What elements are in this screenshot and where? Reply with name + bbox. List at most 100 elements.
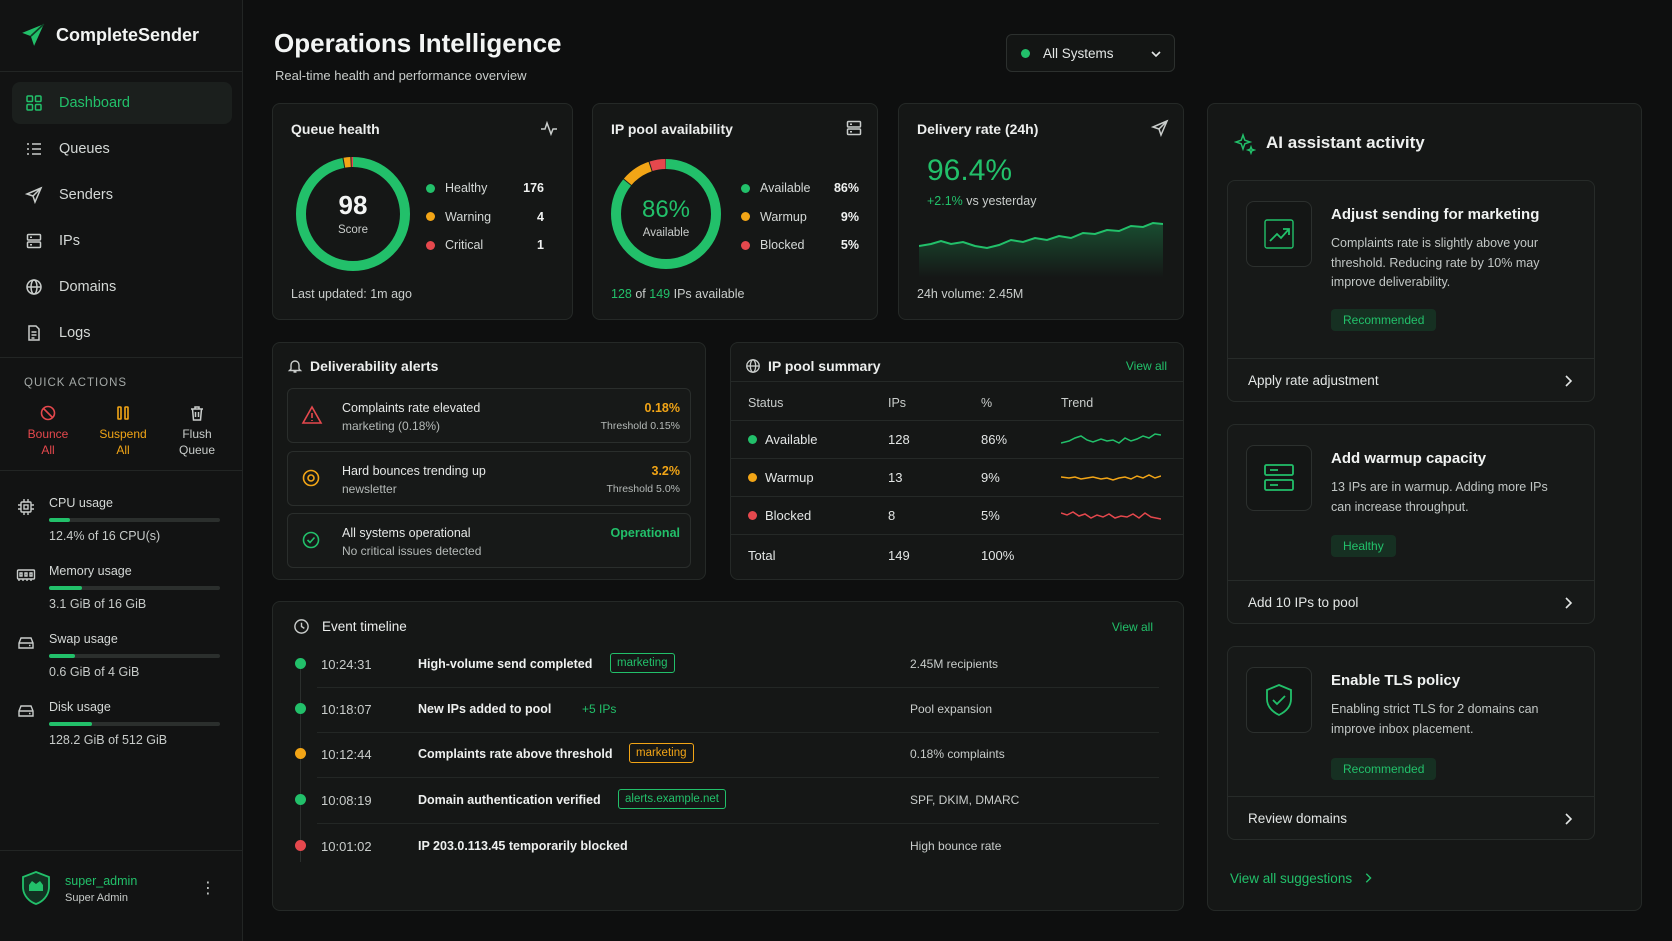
- nav-item-domains[interactable]: Domains: [12, 266, 232, 308]
- nav-item-senders[interactable]: Senders: [12, 174, 232, 216]
- view-all-suggestions-link[interactable]: View all suggestions: [1230, 871, 1374, 886]
- nav-label: Queues: [59, 141, 110, 157]
- alert-value: 3.2%: [651, 464, 681, 478]
- server-icon: [26, 233, 42, 249]
- row-status-label: Warmup: [765, 470, 814, 485]
- legend-warning: Warning 4: [426, 203, 544, 232]
- delivery-sparkline: [919, 221, 1163, 278]
- score-value: 98: [339, 190, 368, 220]
- alert-subtitle: newsletter: [342, 482, 397, 496]
- suggestion-title: Adjust sending for marketing: [1331, 206, 1540, 223]
- globe-icon: [26, 279, 42, 295]
- row-ips: 128: [888, 432, 910, 447]
- shield-check-icon: [1266, 684, 1292, 717]
- chevron-right-icon: [1565, 375, 1573, 387]
- trend-sparkline: [1061, 433, 1161, 444]
- ip-availability-donut: 86% Available: [611, 159, 721, 269]
- bounce-all-button[interactable]: Bounce All: [11, 404, 85, 458]
- legend-dot: [741, 212, 750, 222]
- quick-actions-title: QUICK ACTIONS: [24, 377, 128, 389]
- legend-available: Available 86%: [741, 174, 859, 203]
- event-tag: marketing: [610, 653, 675, 673]
- apply-rate-adjustment-button[interactable]: Apply rate adjustment: [1228, 358, 1594, 401]
- ip-pool-availability-card: IP pool availability 86% Available Avail…: [592, 103, 878, 320]
- system-select[interactable]: All Systems: [1006, 34, 1175, 72]
- table-row[interactable]: Blocked 8 5%: [731, 496, 1183, 533]
- nav-item-dashboard[interactable]: Dashboard: [12, 82, 232, 124]
- brand[interactable]: CompleteSender: [20, 22, 199, 48]
- legend-value: 86%: [833, 181, 859, 196]
- nav-label: IPs: [59, 233, 80, 249]
- ips-available-count: 128: [611, 287, 632, 301]
- sparkles-icon: [1234, 133, 1256, 155]
- legend-dot: [426, 240, 435, 250]
- chevron-right-icon: [1365, 873, 1372, 883]
- memory-bar-fill: [49, 586, 83, 590]
- suspend-label-2: All: [116, 443, 130, 457]
- event-dot: [295, 748, 306, 759]
- total-ips: 149: [888, 548, 910, 563]
- review-domains-button[interactable]: Review domains: [1228, 796, 1594, 839]
- pause-icon: [117, 406, 129, 420]
- swap-label: Swap usage: [49, 632, 118, 646]
- nav-item-queues[interactable]: Queues: [12, 128, 232, 170]
- swap-value: 0.6 GiB of 4 GiB: [49, 665, 140, 679]
- suspend-label-1: Suspend: [99, 427, 147, 441]
- swap-icon: [18, 637, 34, 649]
- event-dot: [295, 794, 306, 805]
- deliverability-alerts-card: Deliverability alerts Complaints rate el…: [272, 342, 706, 580]
- chevron-down-icon: [1151, 51, 1161, 58]
- flush-queue-button[interactable]: Flush Queue: [160, 404, 234, 458]
- cpu-label: CPU usage: [49, 496, 113, 510]
- alert-threshold: Threshold 0.15%: [600, 420, 680, 432]
- table-row[interactable]: Warmup 13 9%: [731, 458, 1183, 495]
- legend-value: 5%: [840, 238, 859, 253]
- ip-legend: Available 86% Warmup 9% Blocked 5%: [741, 174, 859, 260]
- total-label: Total: [748, 548, 776, 563]
- timeline-event[interactable]: 10:08:19 Domain authentication verified …: [273, 780, 1173, 824]
- disk-bar: [49, 722, 220, 726]
- globe-icon: [746, 359, 760, 373]
- view-all-link[interactable]: View all: [1125, 359, 1167, 373]
- suggestion-text: 13 IPs are in warmup. Adding more IPs ca…: [1331, 480, 1548, 514]
- available-percent: 86%: [642, 196, 690, 223]
- available-label: Available: [643, 227, 689, 239]
- timeline-event[interactable]: 10:18:07 New IPs added to pool +5 IPs Po…: [273, 689, 1173, 733]
- more-vertical-icon[interactable]: ⋮: [200, 880, 216, 897]
- table-row[interactable]: Available 128 86%: [731, 420, 1183, 457]
- alert-circle-icon: [302, 469, 320, 487]
- server-icon: [846, 120, 862, 136]
- timeline-event[interactable]: 10:24:31 High-volume send completed mark…: [273, 644, 1173, 688]
- row-status: Warmup: [748, 470, 814, 485]
- suggestion-card: Add warmup capacity 13 IPs are in warmup…: [1227, 424, 1595, 624]
- system-select-value: All Systems: [1043, 45, 1114, 61]
- event-time: 10:24:31: [321, 657, 372, 672]
- event-tag: +5 IPs: [582, 702, 617, 716]
- timeline-event[interactable]: 10:12:44 Complaints rate above threshold…: [273, 734, 1173, 778]
- event-time: 10:01:02: [321, 839, 372, 854]
- nav-item-ips[interactable]: IPs: [12, 220, 232, 262]
- user-profile[interactable]: super_admin Super Admin ⋮: [20, 868, 220, 912]
- cpu-icon: [18, 499, 34, 515]
- nav-label: Senders: [59, 187, 114, 203]
- suspend-all-button[interactable]: Suspend All: [86, 404, 160, 458]
- alert-item[interactable]: All systems operational No critical issu…: [287, 513, 691, 568]
- suggestion-card: Enable TLS policy Enabling strict TLS fo…: [1227, 646, 1595, 840]
- disk-icon: [18, 705, 34, 717]
- timeline-line: [300, 662, 301, 862]
- nav-label: Domains: [59, 279, 117, 295]
- view-all-link[interactable]: View all: [1111, 620, 1153, 634]
- check-circle-icon: [302, 531, 320, 549]
- alert-item[interactable]: Complaints rate elevated marketing (0.18…: [287, 388, 691, 443]
- trend-sparkline: [1061, 511, 1161, 520]
- row-status-label: Available: [765, 432, 818, 447]
- legend-healthy: Healthy 176: [426, 174, 544, 203]
- alert-item[interactable]: Hard bounces trending up newsletter 3.2%…: [287, 451, 691, 506]
- timeline-event[interactable]: 10:01:02 IP 203.0.113.45 temporarily blo…: [273, 826, 1173, 870]
- add-ips-button[interactable]: Add 10 IPs to pool: [1228, 580, 1594, 623]
- nav-item-logs[interactable]: Logs: [12, 312, 232, 354]
- user-role: Super Admin: [65, 892, 128, 904]
- trend-sparkline: [1061, 474, 1161, 481]
- event-detail: 2.45M recipients: [910, 657, 999, 671]
- legend-dot: [741, 240, 750, 250]
